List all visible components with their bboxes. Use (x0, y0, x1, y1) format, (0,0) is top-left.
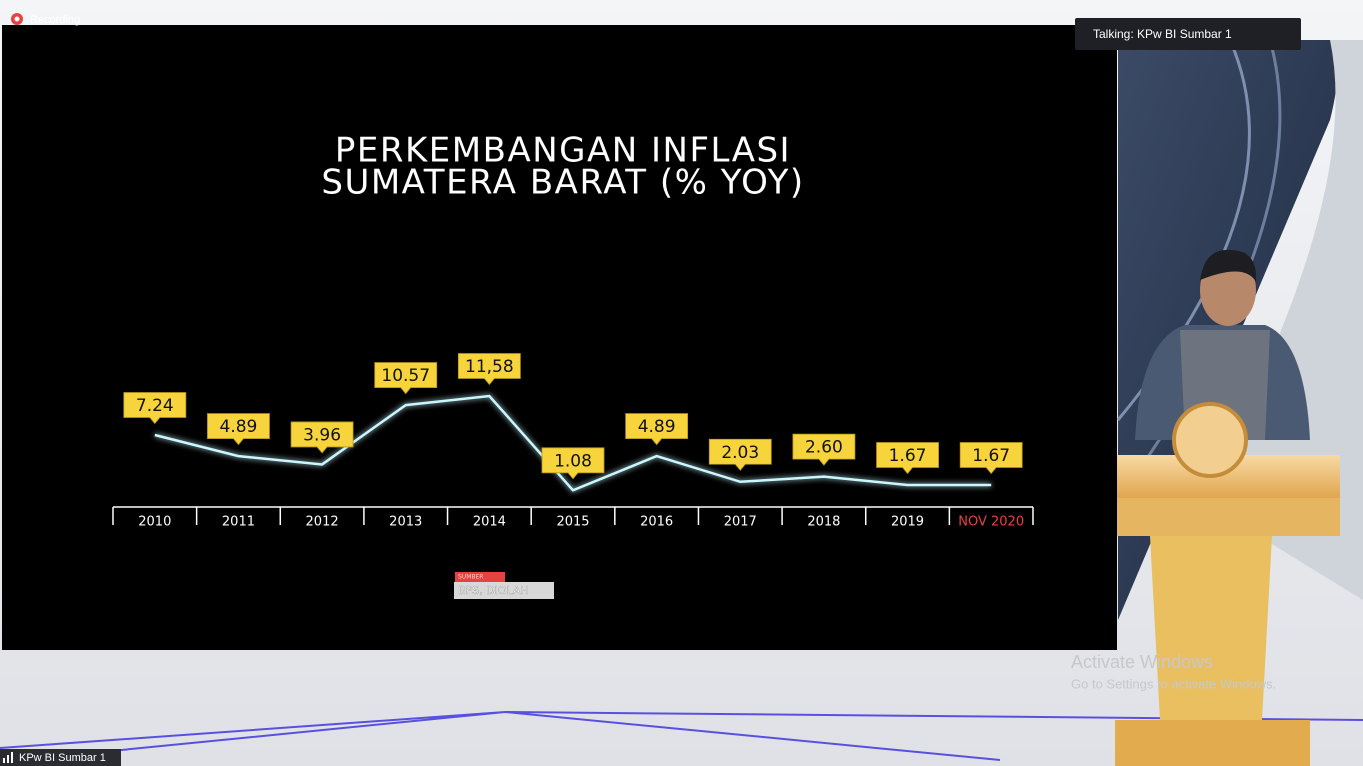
chart-subtitle: SUMATERA BARAT (% YOY) (321, 163, 804, 203)
recording-label: Recording (30, 14, 80, 26)
talking-box (1075, 18, 1301, 50)
value-label: 2.03 (721, 443, 759, 463)
floor-lines (0, 710, 1363, 763)
signal-bar (7, 755, 9, 763)
presenter-hair (1200, 249, 1257, 282)
podium-base (1115, 720, 1310, 766)
value-label-box (959, 442, 1023, 475)
value-label: 1.67 (889, 446, 927, 466)
x-tick-label: 2011 (222, 515, 255, 530)
podium-logo (1172, 402, 1248, 478)
x-tick-label: 2018 (807, 515, 840, 530)
x-tick-label: 2017 (724, 515, 757, 530)
source-label: SUMBER (458, 574, 483, 581)
source-label-bg (455, 572, 505, 582)
value-label-box (541, 447, 605, 480)
value-label: 3.96 (303, 425, 341, 445)
watermark-text: Go to Settings to activate Windows. (1071, 676, 1276, 691)
recording-dot-inner (14, 16, 20, 22)
value-label: 11,58 (465, 357, 514, 377)
talking-label: Talking: KPw BI Sumbar 1 (1093, 27, 1232, 41)
value-label: 4.89 (638, 417, 676, 437)
x-tick-label: 2014 (473, 515, 506, 530)
value-label: 1.67 (972, 446, 1010, 466)
signal-bar (3, 758, 5, 763)
value-label-box (123, 392, 187, 425)
value-label: 2.60 (805, 438, 843, 458)
source-bg (454, 582, 554, 599)
x-tick-label: 2015 (556, 515, 589, 530)
participant-label: KPw BI Sumbar 1 (19, 752, 106, 764)
watermark-title: Activate Windows (1071, 652, 1213, 672)
value-label-box (708, 438, 772, 471)
value-label-box (207, 413, 270, 446)
x-tick-label: 2013 (389, 515, 422, 530)
value-label-box (457, 353, 521, 386)
value-label: 4.89 (220, 417, 258, 437)
chart-title: PERKEMBANGAN INFLASI (335, 131, 791, 171)
value-label-box (792, 433, 856, 466)
value-label: 10.57 (381, 366, 430, 386)
x-tick-label: NOV 2020 (958, 515, 1024, 530)
x-tick-label: 2012 (306, 515, 339, 530)
podium-ledge (1085, 498, 1340, 536)
value-label: 7.24 (136, 396, 174, 416)
x-tick-label: 2016 (640, 515, 673, 530)
podium-column (1150, 536, 1272, 720)
x-tick-label: 2019 (891, 515, 924, 530)
slide (2, 25, 1117, 650)
value-label-box (625, 413, 689, 446)
value-label-box (374, 362, 438, 395)
source: BPS, DIOLAH (458, 584, 529, 597)
participant-box (0, 749, 121, 766)
line (154, 394, 992, 492)
value-label-box (290, 421, 354, 454)
value-label: 1.08 (554, 451, 592, 471)
chart: 2010 2011 2012 2013 2014 2015 2016 2017 2018 2019… (112, 353, 1034, 530)
x-tick-label: 2010 (138, 515, 171, 530)
signal-bar (11, 752, 13, 763)
value-label-box (876, 442, 939, 475)
